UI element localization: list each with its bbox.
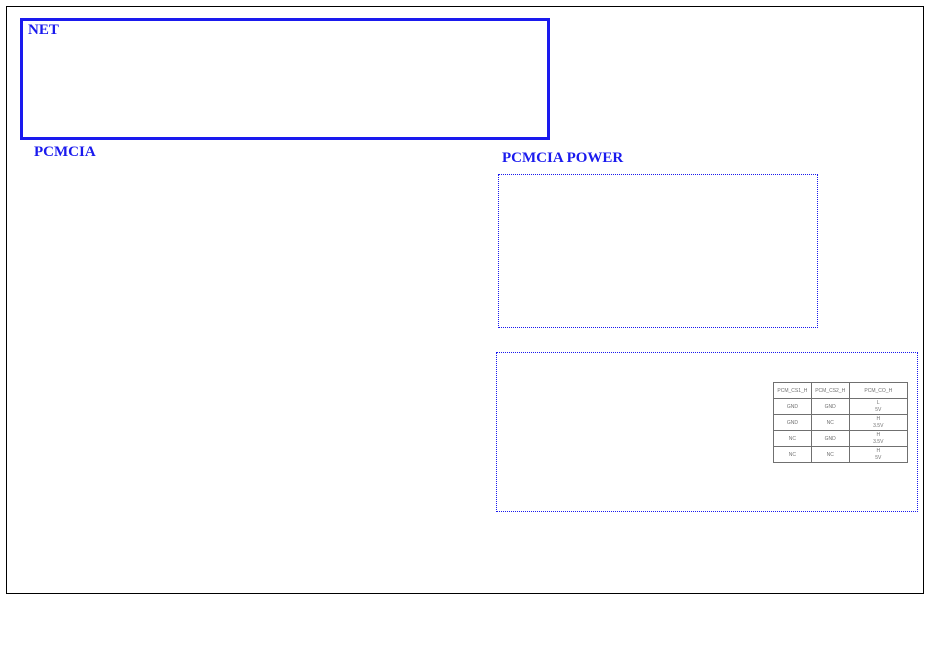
table-subcell-left: H (866, 416, 890, 422)
table-row: NCGNDH3.5V (774, 431, 908, 447)
table-row: NCNCH5V (774, 447, 908, 463)
table-subcell-left: H (866, 448, 890, 454)
table-subcell-left: H (866, 432, 890, 438)
table-cell: L5V (849, 399, 907, 415)
table-header: PCM_CO_H (849, 383, 907, 399)
table-cell: GND (774, 399, 812, 415)
table-cell: GND (811, 399, 849, 415)
table-header: PCM_CS1_H (774, 383, 812, 399)
table-header: PCM_CS2_H (811, 383, 849, 399)
table-cell: GND (774, 415, 812, 431)
table-cell: H3.5V (849, 415, 907, 431)
pcmcia-power-box-top (498, 174, 818, 328)
table-subcell-left: L (866, 400, 890, 406)
table-cell: NC (774, 431, 812, 447)
table-subcell-right: 3.5V (861, 439, 896, 445)
table-subcell-right: 5V (861, 455, 896, 461)
table-cell: GND (811, 431, 849, 447)
table-subcell-right: 5V (861, 407, 896, 413)
table-cell: NC (774, 447, 812, 463)
table-cell: NC (811, 447, 849, 463)
net-box (20, 18, 550, 140)
table-row: GNDGNDL5V (774, 399, 908, 415)
table-cell: H5V (849, 447, 907, 463)
table-row: GNDNCH3.5V (774, 415, 908, 431)
pcmcia-label: PCMCIA (34, 144, 96, 161)
table-cell: NC (811, 415, 849, 431)
table-subcell-right: 3.5V (861, 423, 896, 429)
pcmcia-power-label: PCMCIA POWER (502, 150, 623, 167)
table-header-row: PCM_CS1_H PCM_CS2_H PCM_CO_H (774, 383, 908, 399)
power-table: PCM_CS1_H PCM_CS2_H PCM_CO_H GNDGNDL5VGN… (773, 382, 908, 463)
table-cell: H3.5V (849, 431, 907, 447)
net-label: NET (28, 22, 59, 39)
